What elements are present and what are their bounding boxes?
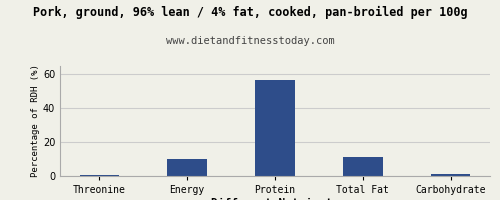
Text: Pork, ground, 96% lean / 4% fat, cooked, pan-broiled per 100g: Pork, ground, 96% lean / 4% fat, cooked,… xyxy=(32,6,468,19)
Bar xyxy=(255,80,295,176)
Bar xyxy=(431,174,470,176)
Text: www.dietandfitnesstoday.com: www.dietandfitnesstoday.com xyxy=(166,36,334,46)
Y-axis label: Percentage of RDH (%): Percentage of RDH (%) xyxy=(31,65,40,177)
X-axis label: Different Nutrients: Different Nutrients xyxy=(211,198,339,200)
Bar xyxy=(80,175,119,176)
Bar xyxy=(343,157,382,176)
Bar xyxy=(168,159,207,176)
